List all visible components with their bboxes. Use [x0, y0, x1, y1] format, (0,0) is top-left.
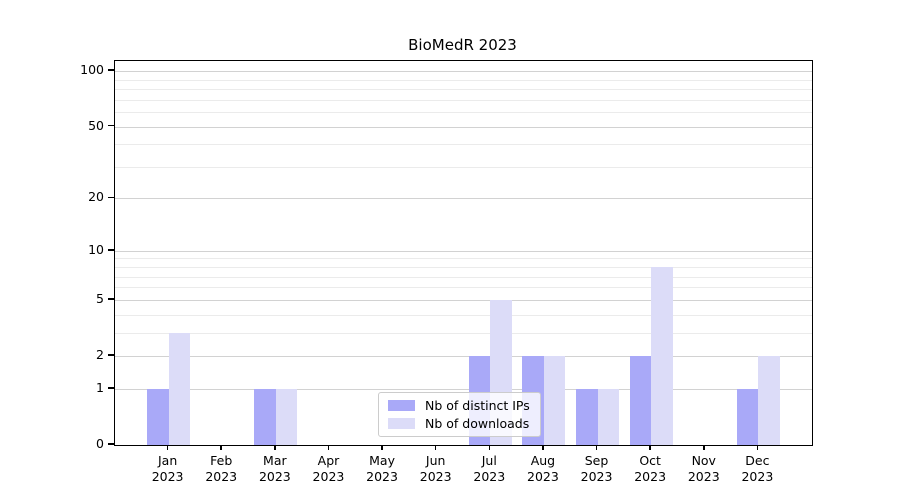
- minor-gridline: [115, 287, 812, 289]
- x-tick-mark: [327, 445, 330, 450]
- minor-gridline: [115, 314, 812, 316]
- y-tick-mark: [108, 354, 114, 356]
- x-tick-label: Nov 2023: [687, 453, 720, 484]
- x-tick-mark: [542, 445, 544, 450]
- bar-ips-jan: [147, 388, 169, 445]
- y-tick-label: 0: [96, 436, 104, 451]
- y-tick-label: 1: [96, 379, 104, 395]
- major-gridline: [115, 356, 812, 357]
- y-tick-mark: [108, 196, 114, 199]
- y-tick-mark: [108, 124, 114, 127]
- chart-title: BioMedR 2023: [408, 36, 517, 54]
- major-gridline: [115, 198, 812, 200]
- minor-gridline: [115, 166, 812, 168]
- bar-ips-sep: [576, 388, 598, 445]
- x-tick-label: Apr 2023: [312, 453, 345, 484]
- x-tick-mark: [166, 445, 169, 450]
- bar-downloads-aug: [543, 356, 566, 445]
- x-tick-label: Sep 2023: [580, 453, 613, 484]
- minor-gridline: [115, 276, 812, 278]
- y-tick-mark: [108, 443, 114, 445]
- plot-area: [114, 60, 813, 446]
- x-tick-label: Aug 2023: [527, 453, 559, 484]
- bar-downloads-sep: [597, 388, 620, 445]
- x-tick-mark: [381, 445, 383, 450]
- x-tick-label: Dec 2023: [741, 453, 774, 484]
- y-tick-label: 20: [88, 189, 104, 205]
- downloads-swatch: [388, 418, 415, 429]
- major-gridline: [115, 299, 812, 301]
- minor-gridline: [115, 144, 812, 146]
- legend: Nb of distinct IPs Nb of downloads: [378, 392, 541, 437]
- x-tick-label: May 2023: [366, 453, 398, 484]
- bar-ips-mar: [254, 388, 276, 445]
- minor-gridline: [115, 112, 812, 114]
- y-tick-label: 2: [96, 347, 104, 362]
- minor-gridline: [115, 267, 812, 269]
- x-tick-label: Jun 2023: [419, 453, 452, 484]
- x-tick-label: Jan 2023: [151, 453, 184, 484]
- x-tick-mark: [703, 445, 705, 450]
- major-gridline: [115, 250, 812, 252]
- x-tick-mark: [649, 445, 651, 450]
- legend-item-downloads: Nb of downloads: [388, 416, 530, 431]
- legend-label-downloads: Nb of downloads: [425, 416, 530, 431]
- x-tick-mark: [595, 445, 598, 450]
- x-tick-label: Mar 2023: [258, 453, 291, 484]
- bar-downloads-jan: [168, 332, 191, 445]
- bar-downloads-dec: [758, 356, 780, 445]
- bar-downloads-oct: [651, 267, 673, 445]
- minor-gridline: [115, 79, 812, 81]
- minor-gridline: [115, 99, 812, 101]
- y-tick-mark: [108, 69, 114, 71]
- y-tick-mark: [108, 249, 114, 251]
- y-tick-label: 10: [88, 241, 104, 257]
- legend-label-distinct-ips: Nb of distinct IPs: [425, 398, 530, 413]
- x-tick-mark: [274, 445, 276, 450]
- x-tick-label: Jul 2023: [473, 453, 506, 484]
- x-tick-mark: [220, 445, 222, 450]
- x-tick-mark: [434, 445, 437, 450]
- x-tick-mark: [756, 445, 759, 450]
- bar-ips-oct: [629, 356, 652, 445]
- y-tick-label: 5: [96, 290, 104, 306]
- minor-gridline: [115, 332, 812, 334]
- legend-item-distinct-ips: Nb of distinct IPs: [388, 398, 530, 413]
- y-tick-label: 50: [88, 117, 104, 133]
- major-gridline: [115, 71, 812, 73]
- x-tick-label: Feb 2023: [205, 453, 238, 484]
- minor-gridline: [115, 89, 812, 91]
- x-tick-label: Oct 2023: [634, 453, 667, 484]
- x-tick-mark: [488, 445, 491, 450]
- y-tick-mark: [108, 298, 114, 300]
- distinct-ips-swatch: [388, 400, 415, 411]
- major-gridline: [115, 388, 812, 390]
- major-gridline: [115, 126, 812, 128]
- bar-downloads-mar: [275, 388, 298, 445]
- y-tick-mark: [108, 387, 114, 389]
- bar-ips-dec: [736, 388, 759, 445]
- y-tick-label: 100: [80, 62, 104, 78]
- minor-gridline: [115, 258, 812, 260]
